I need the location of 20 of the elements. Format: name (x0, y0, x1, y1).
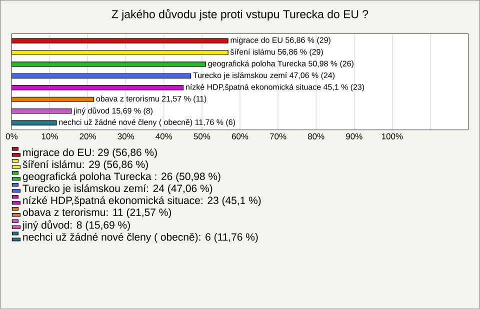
x-tick-label: 30% (118, 134, 134, 140)
legend-label: nízké HDP,špatná ekonomická situace: 23 (45,1 %) (23, 196, 261, 206)
legend-label: geografická poloha Turecka : 26 (50,98 %) (22, 172, 220, 182)
x-tick-label: 100% (382, 134, 403, 140)
chart-title: Z jakého důvodu jste proti vstupu Turecka do EU ? (112, 9, 368, 21)
legend-label: Turecko je islámskou zemí: 24 (47,06 %) (22, 184, 212, 194)
x-tick-label: 60% (232, 134, 248, 140)
legend-label: šíření islámu: 29 (56,86 %) (22, 160, 148, 170)
x-tick-label: 10% (42, 134, 58, 140)
x-tick-label: 90% (346, 134, 362, 140)
x-tick-label: 70% (270, 134, 286, 140)
legend-label: migrace do EU: 29 (56,86 %) (23, 148, 157, 158)
legend-label: obava z terorismu: 11 (21,57 %) (22, 208, 172, 218)
x-tick-label: 0% (6, 134, 18, 140)
x-tick-label: 20% (80, 134, 96, 140)
x-tick-label: 50% (194, 134, 210, 140)
x-tick-label: 80% (308, 134, 324, 140)
x-tick-label: 40% (156, 134, 172, 140)
legend-label: jiný důvod: 8 (15,69 %) (22, 220, 130, 231)
legend-label: nechci už žádné nové členy ( obecně): 6 (11,76 %) (23, 233, 258, 243)
